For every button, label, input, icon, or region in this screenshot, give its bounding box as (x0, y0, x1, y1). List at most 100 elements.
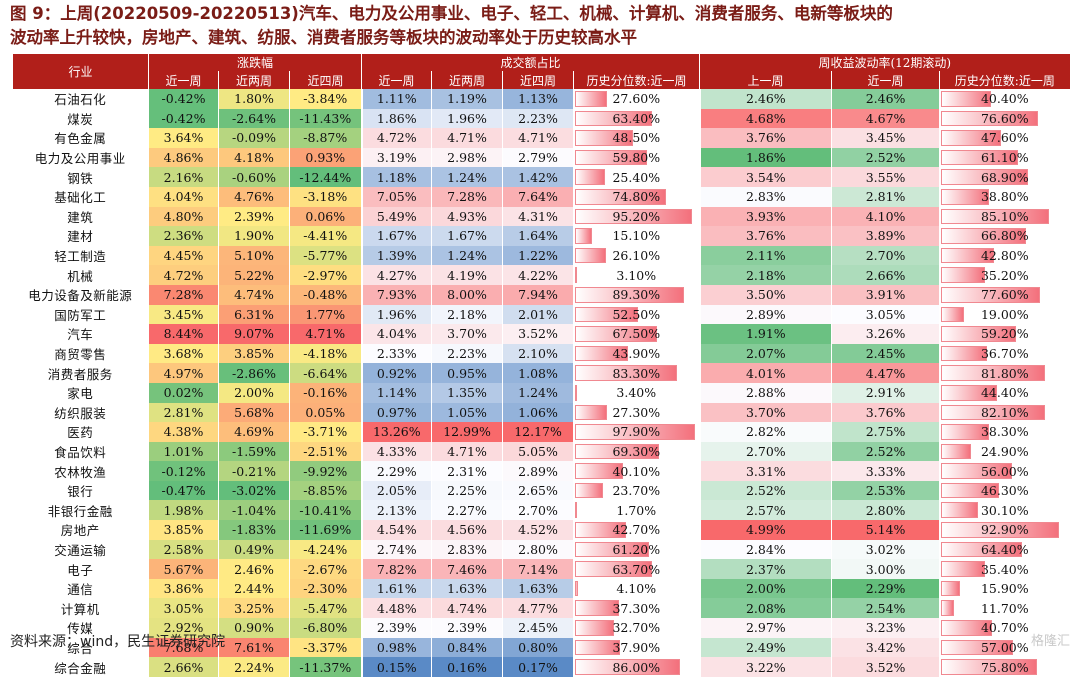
volatility-cell: 2.70% (698, 441, 832, 462)
turnover-percentile-cell: 27.30% (573, 402, 700, 423)
volatility-cell: 2.46% (698, 89, 832, 109)
percentile-bar (941, 208, 1050, 225)
table-row: 电力及公用事业 4.86% 4.18% 0.93% 3.19% 2.98% 2.79% 59.… (13, 147, 1070, 168)
volatility-cell: 3.26% (831, 324, 940, 344)
percentile-value: 26.10% (612, 248, 661, 264)
turnover-cell: 13.26% (360, 422, 432, 442)
return-cell: -11.43% (288, 108, 362, 129)
table-row: 煤炭 -0.42% -2.64% -11.43% 1.86% 1.96% 2.23% 63.4… (13, 108, 1070, 129)
table-row: 国防军工 3.45% 6.31% 1.77% 1.96% 2.18% 2.01% 52.50%… (13, 304, 1070, 325)
turnover-cell: 2.33% (360, 343, 432, 364)
table-row: 轻工制造 4.45% 5.10% -5.77% 1.39% 1.24% 1.22% 26.10… (13, 245, 1070, 266)
turnover-cell: 2.45% (502, 618, 574, 638)
percentile-bar (941, 286, 1040, 303)
turnover-cell: 2.39% (431, 618, 503, 638)
percentile-bar (941, 600, 955, 617)
turnover-cell: 1.22% (502, 245, 574, 266)
percentile-bar (941, 580, 960, 597)
return-cell: 1.01% (148, 441, 219, 462)
table-row: 医药 4.38% 4.69% -3.71% 13.26% 12.99% 12.17% 97.9… (13, 422, 1070, 442)
turnover-cell: 4.48% (360, 598, 432, 619)
return-cell: 2.36% (148, 226, 219, 246)
turnover-cell: 4.52% (502, 520, 574, 540)
return-cell: -2.64% (218, 108, 290, 129)
percentile-bar (941, 345, 987, 362)
volatility-cell: 4.68% (698, 108, 832, 129)
return-cell: 0.93% (288, 147, 362, 168)
volatility-cell: 2.82% (698, 422, 832, 442)
percentile-bar (941, 365, 1045, 381)
turnover-percentile-cell: 63.40% (573, 108, 700, 129)
volatility-percentile-cell: 59.20% (939, 324, 1070, 344)
source-note: 资料来源：wind，民生证券研究院 (10, 634, 226, 650)
percentile-bar (941, 443, 972, 460)
watermark: 格隆汇 (1030, 634, 1070, 649)
return-cell: 2.58% (148, 539, 219, 560)
percentile-bar (575, 326, 658, 342)
turnover-cell: 1.64% (502, 226, 574, 246)
turnover-cell: 1.06% (502, 402, 574, 423)
percentile-bar (575, 306, 639, 323)
turnover-percentile-cell: 97.90% (573, 422, 700, 442)
turnover-percentile-cell: 15.10% (573, 226, 700, 246)
turnover-cell: 1.18% (360, 167, 432, 187)
industry-name: 轻工制造 (54, 249, 107, 265)
turnover-cell: 7.05% (360, 186, 432, 207)
return-cell: -3.18% (288, 186, 362, 207)
percentile-value: 47.60% (980, 130, 1029, 146)
volatility-cell: 4.10% (831, 206, 940, 227)
return-cell: 5.22% (218, 265, 290, 285)
turnover-cell: 4.74% (431, 598, 503, 619)
turnover-cell: 1.24% (431, 167, 503, 187)
turnover-cell: 2.27% (431, 500, 503, 521)
return-cell: 2.00% (218, 382, 290, 403)
return-cell: 0.02% (148, 382, 219, 403)
volatility-cell: 3.54% (698, 167, 832, 187)
turnover-cell: 1.96% (360, 304, 432, 325)
turnover-cell: 7.94% (502, 284, 574, 305)
percentile-value: 59.80% (612, 150, 661, 166)
return-cell: 7.68% (148, 637, 219, 658)
return-cell: -10.41% (288, 500, 362, 521)
turnover-cell: 2.65% (502, 480, 574, 501)
percentile-bar (575, 600, 620, 617)
volatility-cell: 2.84% (698, 539, 832, 560)
return-cell: 4.38% (148, 422, 219, 442)
table-row: 消费者服务 4.97% -2.86% -6.64% 0.92% 0.95% 1.08% 83.… (13, 363, 1070, 383)
industry-name: 建筑 (67, 209, 94, 225)
return-cell: 3.64% (148, 128, 219, 148)
turnover-cell: 2.70% (502, 500, 574, 521)
turnover-cell: 1.63% (502, 578, 574, 599)
return-cell: 2.39% (218, 206, 290, 227)
turnover-percentile-cell: 43.90% (573, 343, 700, 364)
volatility-cell: 3.50% (698, 284, 832, 305)
volatility-percentile-cell: 35.40% (939, 559, 1070, 579)
volatility-cell: 2.52% (698, 480, 832, 501)
turnover-cell: 4.72% (360, 128, 432, 148)
turnover-cell: 2.25% (431, 480, 503, 501)
volatility-percentile-cell: 38.30% (939, 422, 1070, 442)
volatility-percentile-cell: 82.10% (939, 402, 1070, 423)
industry-name: 食品饮料 (54, 444, 107, 460)
volatility-percentile-cell: 81.80% (939, 363, 1070, 383)
turnover-cell: 0.98% (360, 637, 432, 658)
volatility-cell: 4.01% (698, 363, 832, 383)
return-cell: 5.68% (218, 402, 290, 423)
table-row: 汽车 8.44% 9.07% 4.71% 4.04% 3.70% 3.52% 67.50% 1.… (13, 324, 1070, 344)
volatility-cell: 3.42% (831, 637, 940, 658)
percentile-value: 40.40% (980, 91, 1029, 107)
turnover-percentile-cell: 27.60% (573, 89, 700, 109)
volatility-percentile-cell: 56.00% (939, 461, 1070, 481)
return-cell: -1.04% (218, 500, 290, 521)
industry-name: 综合金融 (54, 660, 107, 676)
turnover-cell: 2.23% (502, 108, 574, 129)
table-row: 综合金融 2.66% 2.24% -11.37% 0.15% 0.16% 0.17% 86.0… (13, 657, 1070, 677)
volatility-percentile-cell: 19.00% (939, 304, 1070, 325)
volatility-cell: 1.86% (698, 147, 832, 168)
figure-title-line-1: 图 9：上周(20220509-20220513)汽车、电力及公用事业、电子、轻… (10, 4, 893, 23)
percentile-bar (941, 228, 1026, 244)
return-cell: 1.90% (218, 226, 290, 246)
return-cell: 4.86% (148, 147, 219, 168)
turnover-cell: 4.56% (431, 520, 503, 540)
industry-name: 电子 (67, 562, 94, 578)
